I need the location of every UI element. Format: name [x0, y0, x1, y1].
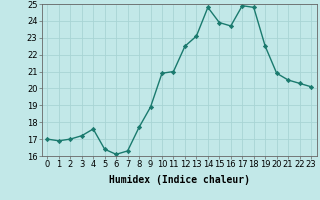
X-axis label: Humidex (Indice chaleur): Humidex (Indice chaleur) — [109, 175, 250, 185]
